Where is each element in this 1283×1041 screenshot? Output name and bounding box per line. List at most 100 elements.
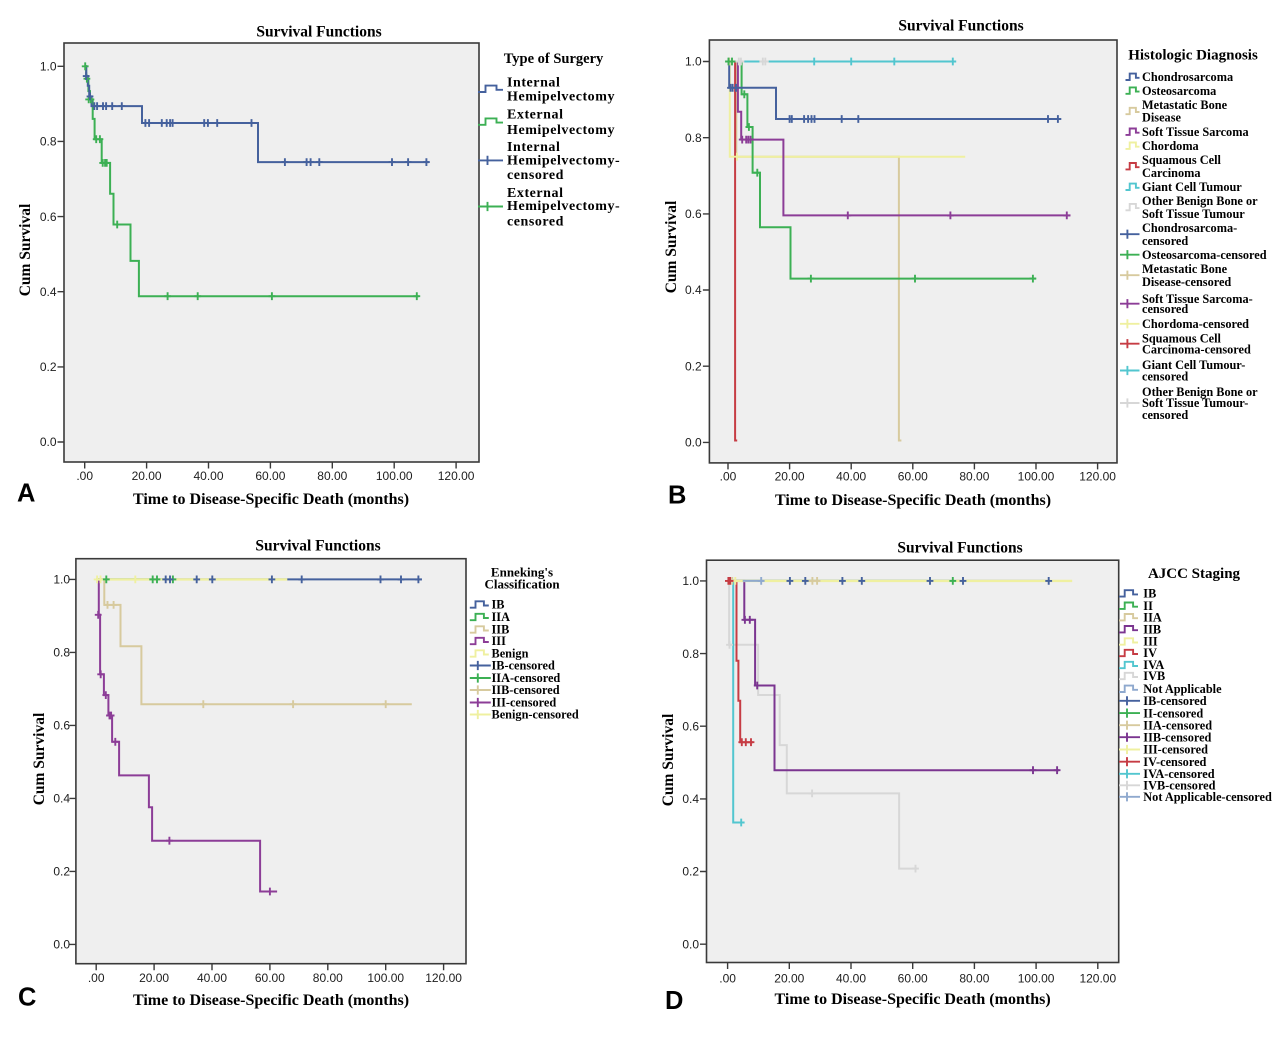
- svg-text:censored: censored: [1142, 234, 1188, 248]
- svg-text:0.4: 0.4: [682, 792, 699, 806]
- svg-text:Time to Disease-Specific Death: Time to Disease-Specific Death (months): [133, 992, 409, 1009]
- svg-text:0.6: 0.6: [53, 719, 70, 733]
- svg-text:0.4: 0.4: [40, 285, 57, 299]
- svg-text:Cum Survival: Cum Survival: [17, 203, 34, 296]
- svg-text:0.8: 0.8: [682, 647, 699, 661]
- svg-text:Metastatic Bone: Metastatic Bone: [1142, 98, 1228, 112]
- svg-text:II: II: [1143, 599, 1153, 613]
- svg-text:III: III: [492, 634, 507, 648]
- svg-text:.00: .00: [720, 470, 737, 484]
- svg-text:Osteosarcoma: Osteosarcoma: [1142, 84, 1216, 98]
- svg-text:100.00: 100.00: [1018, 470, 1055, 484]
- svg-text:Survival Functions: Survival Functions: [897, 540, 1022, 557]
- svg-text:IVA-censored: IVA-censored: [1143, 767, 1214, 781]
- svg-text:1.0: 1.0: [682, 574, 699, 588]
- svg-text:IV-censored: IV-censored: [1143, 755, 1206, 769]
- svg-text:Hemipelvectomy-: Hemipelvectomy-: [507, 199, 620, 214]
- svg-text:IIA-censored: IIA-censored: [1143, 718, 1212, 732]
- svg-text:IIB-censored: IIB-censored: [492, 683, 560, 697]
- svg-text:Squamous Cell: Squamous Cell: [1142, 332, 1222, 346]
- svg-text:60.00: 60.00: [898, 470, 928, 484]
- svg-text:0.8: 0.8: [685, 131, 702, 145]
- svg-text:IIA-censored: IIA-censored: [492, 671, 561, 685]
- svg-text:External: External: [507, 108, 564, 123]
- svg-text:20.00: 20.00: [774, 971, 804, 985]
- svg-text:100.00: 100.00: [1018, 971, 1055, 985]
- svg-text:0.8: 0.8: [53, 646, 70, 660]
- svg-text:1.0: 1.0: [685, 55, 702, 69]
- svg-text:0.2: 0.2: [40, 360, 57, 374]
- svg-text:Soft Tissue Tumour: Soft Tissue Tumour: [1142, 207, 1245, 221]
- svg-text:60.00: 60.00: [255, 971, 285, 985]
- svg-text:0.6: 0.6: [685, 207, 702, 221]
- svg-text:100.00: 100.00: [376, 469, 413, 483]
- svg-text:Hemipelvectomy-: Hemipelvectomy-: [507, 153, 620, 168]
- svg-text:Chondrosarcoma-: Chondrosarcoma-: [1142, 221, 1237, 235]
- svg-text:60.00: 60.00: [255, 469, 285, 483]
- svg-text:Benign-censored: Benign-censored: [492, 708, 579, 722]
- svg-text:40.00: 40.00: [193, 469, 223, 483]
- svg-text:Not Applicable: Not Applicable: [1143, 682, 1222, 696]
- svg-text:Cum Survival: Cum Survival: [660, 713, 677, 806]
- svg-text:IIB-censored: IIB-censored: [1143, 730, 1211, 744]
- svg-text:120.00: 120.00: [1079, 470, 1116, 484]
- svg-text:80.00: 80.00: [317, 469, 347, 483]
- svg-text:.00: .00: [88, 971, 105, 985]
- svg-text:.00: .00: [76, 469, 93, 483]
- svg-text:0.6: 0.6: [682, 719, 699, 733]
- svg-text:Metastatic Bone: Metastatic Bone: [1142, 262, 1228, 276]
- svg-text:IVB-censored: IVB-censored: [1143, 779, 1215, 793]
- svg-text:III-censored: III-censored: [1143, 743, 1208, 757]
- svg-text:20.00: 20.00: [139, 971, 169, 985]
- svg-text:0.8: 0.8: [40, 135, 57, 149]
- svg-text:120.00: 120.00: [438, 469, 475, 483]
- svg-text:1.0: 1.0: [53, 573, 70, 587]
- svg-text:Cum Survival: Cum Survival: [663, 200, 680, 293]
- svg-text:.00: .00: [719, 971, 736, 985]
- svg-text:Hemipelvectomy: Hemipelvectomy: [507, 123, 615, 138]
- svg-text:censored: censored: [1142, 370, 1188, 384]
- svg-text:20.00: 20.00: [132, 469, 162, 483]
- svg-text:Carcinoma-censored: Carcinoma-censored: [1142, 342, 1251, 356]
- svg-text:120.00: 120.00: [425, 971, 462, 985]
- svg-text:Cum Survival: Cum Survival: [31, 712, 48, 805]
- svg-text:IIB: IIB: [1143, 622, 1161, 636]
- svg-text:External: External: [507, 186, 564, 201]
- svg-text:0.2: 0.2: [53, 865, 70, 879]
- svg-text:Other Benign Bone or: Other Benign Bone or: [1142, 194, 1258, 208]
- svg-text:40.00: 40.00: [197, 971, 227, 985]
- svg-text:IVA: IVA: [1143, 658, 1164, 672]
- svg-text:Carcinoma: Carcinoma: [1142, 166, 1201, 180]
- svg-text:Time to Disease-Specific Death: Time to Disease-Specific Death (months): [775, 991, 1051, 1008]
- svg-text:Classification: Classification: [484, 577, 560, 592]
- svg-text:III: III: [1143, 635, 1158, 649]
- svg-text:80.00: 80.00: [959, 470, 989, 484]
- svg-text:IB: IB: [1143, 587, 1156, 601]
- svg-text:Soft Tissue Tumour-: Soft Tissue Tumour-: [1142, 396, 1248, 410]
- svg-text:III-censored: III-censored: [492, 696, 557, 710]
- svg-text:censored: censored: [507, 214, 564, 229]
- svg-text:40.00: 40.00: [836, 971, 866, 985]
- svg-text:20.00: 20.00: [775, 470, 805, 484]
- svg-text:censored: censored: [1142, 408, 1188, 422]
- svg-text:Soft Tissue Sarcoma: Soft Tissue Sarcoma: [1142, 125, 1249, 139]
- svg-text:Giant Cell Tumour: Giant Cell Tumour: [1142, 180, 1242, 194]
- svg-text:Benign: Benign: [492, 647, 529, 661]
- svg-text:Chondrosarcoma: Chondrosarcoma: [1142, 70, 1233, 84]
- svg-text:0.0: 0.0: [40, 435, 57, 449]
- svg-text:Squamous Cell: Squamous Cell: [1142, 153, 1222, 167]
- svg-text:0.2: 0.2: [682, 865, 699, 879]
- svg-text:120.00: 120.00: [1079, 971, 1116, 985]
- svg-text:Disease-censored: Disease-censored: [1142, 275, 1231, 289]
- svg-text:IVB: IVB: [1143, 669, 1165, 683]
- svg-text:0.2: 0.2: [685, 359, 702, 373]
- svg-text:Type of Surgery: Type of Surgery: [504, 51, 604, 67]
- svg-text:0.0: 0.0: [685, 436, 702, 450]
- svg-text:Survival Functions: Survival Functions: [898, 18, 1023, 35]
- svg-text:IB-censored: IB-censored: [492, 659, 555, 673]
- svg-text:IIA: IIA: [492, 610, 511, 624]
- svg-text:Giant Cell Tumour-: Giant Cell Tumour-: [1142, 358, 1245, 372]
- svg-text:Soft Tissue Sarcoma-: Soft Tissue Sarcoma-: [1142, 292, 1253, 306]
- svg-text:60.00: 60.00: [898, 971, 928, 985]
- svg-text:100.00: 100.00: [367, 971, 404, 985]
